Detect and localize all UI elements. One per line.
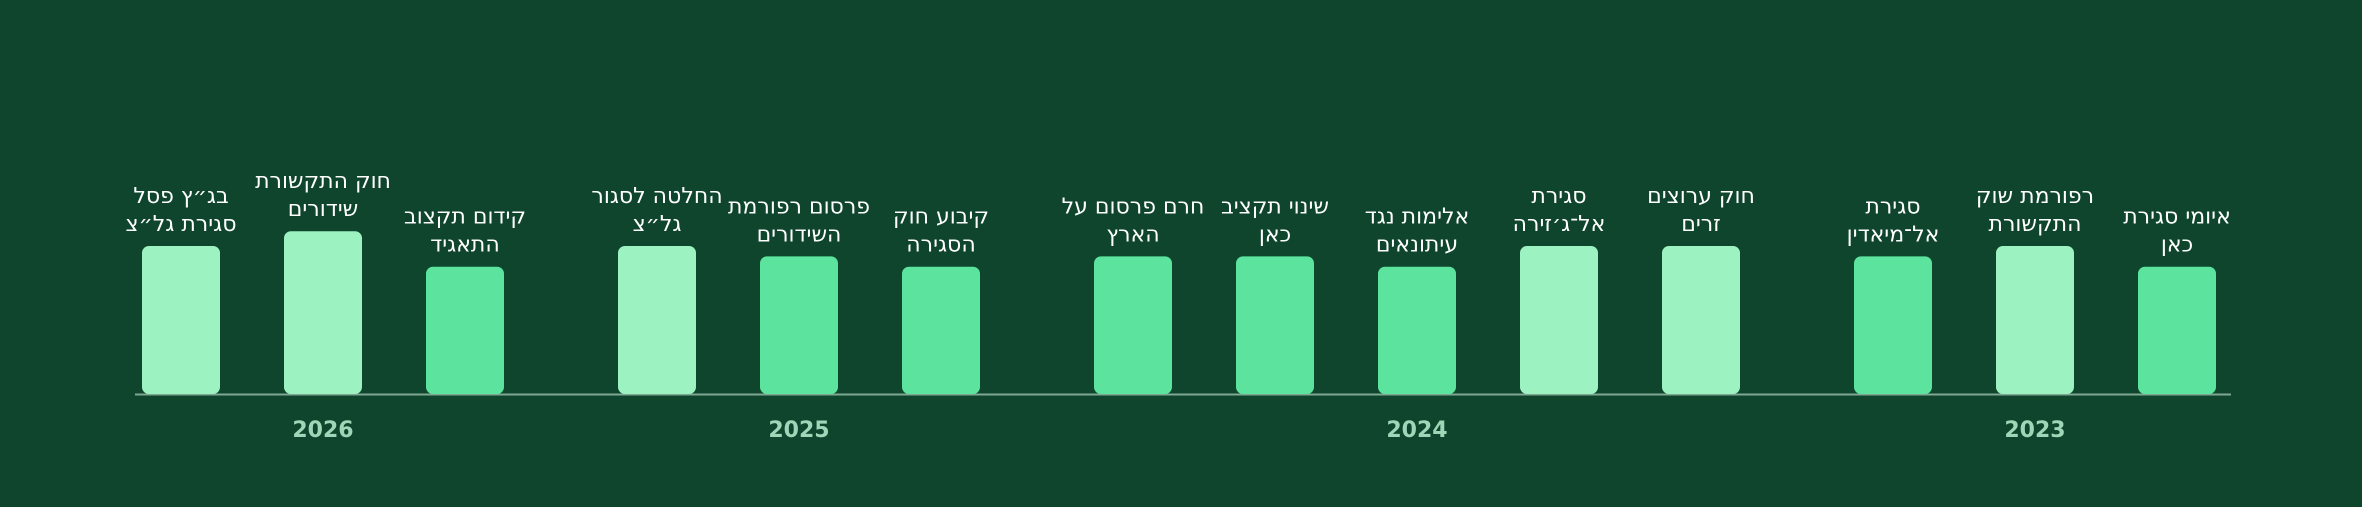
- bar-2025-2: [760, 256, 838, 394]
- bar-2024-1: [1662, 246, 1740, 394]
- bar-label-2024-3-line-1: אלימות נגד: [1365, 205, 1469, 230]
- bar-2026-1: [426, 266, 504, 394]
- bar-label-2025-2-line-1: פרסום רפורמת: [728, 194, 870, 219]
- bar-label-2024-3-line-2: עיתונאים: [1376, 233, 1458, 258]
- bar-label-2026-3-line-2: סגירת גל״צ: [126, 212, 237, 237]
- bar-label-2026-1-line-2: התאגיד: [430, 233, 500, 258]
- bar-2025-1: [902, 266, 980, 394]
- bar-label-2024-1-line-2: זרים: [1681, 212, 1721, 237]
- bar-2023-3: [1854, 256, 1932, 394]
- bar-2023-1: [2138, 266, 2216, 394]
- bar-label-2023-2-line-1: רפורמת שוק: [1976, 184, 2094, 209]
- bar-label-2024-1-line-1: חוק ערוצים: [1647, 184, 1755, 209]
- bar-label-2024-2-line-1: סגירת: [1531, 184, 1586, 209]
- group-label-2026: 2026: [292, 418, 353, 443]
- bar-2023-2: [1996, 246, 2074, 394]
- bar-2024-2: [1520, 246, 1598, 394]
- bar-label-2025-2-line-2: השידורים: [757, 222, 842, 247]
- bar-label-2024-5-line-1: חרם פרסום על: [1062, 194, 1205, 219]
- bar-label-2026-3-line-1: בג״ץ פסל: [133, 184, 228, 209]
- bar-label-2026-1-line-1: קידום תקצוב: [404, 205, 526, 230]
- bar-2024-4: [1236, 256, 1314, 394]
- bar-2025-3: [618, 246, 696, 394]
- bar-label-2023-2-line-2: התקשורת: [1989, 212, 2082, 237]
- bar-label-2023-3-line-1: סגירת: [1865, 194, 1920, 219]
- group-labels-layer: 2023 2024 2025 2026: [292, 418, 2065, 443]
- bar-label-2025-1-line-1: קיבוע חוק: [893, 205, 989, 230]
- bar-labels-layer: איומי סגירת כאן רפורמת שוק התקשורת סגירת אל־מ…: [126, 169, 2231, 258]
- bar-label-2023-3-line-2: אל־מיאדין: [1847, 222, 1940, 247]
- bar-label-2024-4-line-1: שינוי תקציב: [1221, 194, 1329, 219]
- group-label-2024: 2024: [1386, 418, 1447, 443]
- bar-label-2026-2-line-2: שידורים: [288, 197, 358, 222]
- bar-label-2023-1-line-1: איומי סגירת: [2123, 205, 2231, 230]
- bar-label-2025-3-line-1: החלטה לסגור: [591, 184, 722, 209]
- bar-2024-3: [1378, 266, 1456, 394]
- bar-label-2025-3-line-2: גל״צ: [633, 212, 682, 237]
- group-label-2025: 2025: [768, 418, 829, 443]
- bar-label-2024-4-line-2: כאן: [1259, 222, 1291, 247]
- bar-label-2023-1-line-2: כאן: [2161, 233, 2193, 258]
- group-label-2023: 2023: [2004, 418, 2065, 443]
- bar-2026-3: [142, 246, 220, 394]
- bar-2026-2: [284, 231, 362, 394]
- bar-label-2024-2-line-2: אל־ג׳זירה: [1513, 212, 1606, 237]
- bar-label-2026-2-line-1: חוק התקשורת: [255, 169, 391, 194]
- bar-label-2024-5-line-2: הארץ: [1106, 222, 1159, 247]
- bars-layer: [142, 231, 2216, 394]
- bar-label-2025-1-line-2: הסגירה: [906, 233, 975, 258]
- bar-2024-5: [1094, 256, 1172, 394]
